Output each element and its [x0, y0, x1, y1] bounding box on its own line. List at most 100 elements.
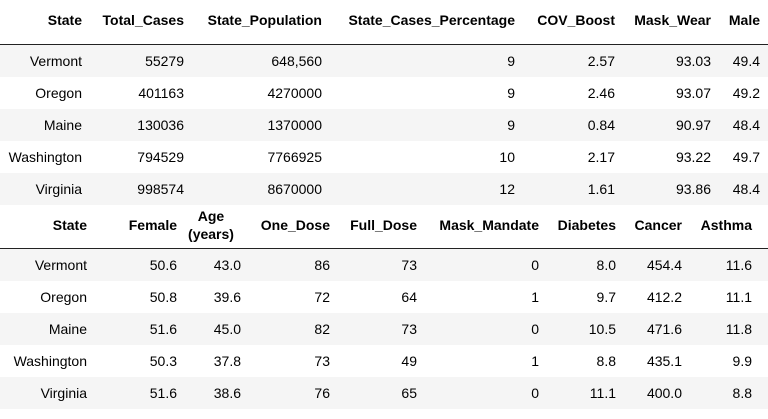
table-cell: 9.7: [596, 289, 616, 305]
row-stripe: [0, 377, 768, 409]
row-stripe: [0, 249, 768, 281]
column-header: Male: [728, 12, 760, 28]
column-header: Diabetes: [557, 217, 616, 233]
column-header: Female: [128, 217, 177, 233]
column-header: Mask_Mandate: [439, 217, 539, 233]
row-label: Maine: [43, 117, 82, 133]
table-cell: 11.1: [725, 289, 752, 305]
table-cell: 48.4: [732, 181, 760, 197]
table-cell: 9: [507, 53, 515, 69]
table-cell: 51.6: [149, 321, 177, 337]
table-cell: 45.0: [213, 321, 241, 337]
table-cell: 471.6: [646, 321, 682, 337]
table-cell: 93.03: [675, 53, 711, 69]
table-cell: 648,560: [271, 53, 322, 69]
table-cell: 48.4: [732, 117, 760, 133]
table-cell: 412.2: [646, 289, 682, 305]
table-cell: 8670000: [267, 181, 322, 197]
table-cell: 76: [314, 385, 330, 401]
table-cell: 4270000: [267, 85, 322, 101]
table-cell: 0: [531, 321, 539, 337]
row-label: Oregon: [40, 289, 87, 305]
table-cell: 9.9: [732, 353, 752, 369]
column-header: Total_Cases: [102, 12, 184, 28]
row-label: Virginia: [40, 385, 87, 401]
table-cell: 50.3: [149, 353, 177, 369]
table-cell: 10.5: [588, 321, 616, 337]
table-cell: 794529: [137, 149, 184, 165]
table-cell: 130036: [137, 117, 184, 133]
table-cell: 50.6: [149, 257, 177, 273]
column-header: State_Cases_Percentage: [348, 12, 515, 28]
table-cell: 49.7: [732, 149, 760, 165]
table-cell: 73: [401, 321, 417, 337]
table-cell: 454.4: [646, 257, 682, 273]
table-cell: 37.8: [213, 353, 241, 369]
table-cell: 11.8: [725, 321, 752, 337]
table-cell: 2.46: [587, 85, 615, 101]
table-cell: 0.84: [587, 117, 615, 133]
column-header: Mask_Wear: [634, 12, 711, 28]
column-header: COV_Boost: [537, 12, 615, 28]
column-header: One_Dose: [260, 217, 330, 233]
table-cell: 10: [499, 149, 515, 165]
row-label: Vermont: [34, 257, 87, 273]
table-cell: 0: [531, 385, 539, 401]
table-cell: 93.22: [675, 149, 711, 165]
table-cell: 43.0: [213, 257, 241, 273]
column-header: Full_Dose: [350, 217, 417, 233]
column-header: Cancer: [634, 217, 682, 233]
row-label: Maine: [48, 321, 87, 337]
table-cell: 8.8: [596, 353, 616, 369]
table-cell: 435.1: [646, 353, 682, 369]
table-cell: 12: [499, 181, 515, 197]
table-cell: 72: [314, 289, 330, 305]
table-cell: 1.61: [587, 181, 615, 197]
table-cell: 86: [314, 257, 330, 273]
table-cell: 73: [314, 353, 330, 369]
table-cell: 73: [401, 257, 417, 273]
table-cell: 9: [507, 85, 515, 101]
column-header: Age (years): [188, 208, 234, 242]
table-cell: 8.8: [732, 385, 752, 401]
row-stripe: [0, 109, 768, 141]
table-cell: 39.6: [213, 289, 241, 305]
table-cell: 1: [531, 353, 539, 369]
table-cell: 50.8: [149, 289, 177, 305]
table-cell: 93.86: [675, 181, 711, 197]
row-stripe: [0, 173, 768, 205]
table-cell: 9: [507, 117, 515, 133]
header-rule: [0, 248, 768, 249]
table-cell: 51.6: [149, 385, 177, 401]
table-cell: 998574: [137, 181, 184, 197]
table-cell: 55279: [145, 53, 184, 69]
table-cell: 49.2: [732, 85, 760, 101]
table-cell: 49: [401, 353, 417, 369]
table-cell: 11.6: [725, 257, 752, 273]
row-label: Oregon: [35, 85, 82, 101]
table-cell: 64: [401, 289, 417, 305]
table-cell: 82: [314, 321, 330, 337]
table-cell: 2.17: [587, 149, 615, 165]
table-cell: 11.1: [589, 385, 616, 401]
header-rule: [0, 44, 768, 45]
row-label: Washington: [13, 353, 87, 369]
table-cell: 1370000: [267, 117, 322, 133]
table-cell: 400.0: [646, 385, 682, 401]
row-label: Virginia: [35, 181, 82, 197]
column-header: State_Population: [207, 12, 322, 28]
table-cell: 93.07: [675, 85, 711, 101]
table-cell: 38.6: [213, 385, 241, 401]
table-cell: 401163: [138, 85, 184, 101]
table-cell: 7766925: [267, 149, 322, 165]
column-header: State: [52, 217, 87, 233]
table-cell: 65: [401, 385, 417, 401]
row-label: Washington: [8, 149, 82, 165]
row-label: Vermont: [29, 53, 82, 69]
table-cell: 49.4: [732, 53, 760, 69]
row-stripe: [0, 45, 768, 77]
column-header: State: [47, 12, 82, 28]
table-cell: 0: [531, 257, 539, 273]
table-cell: 8.0: [596, 257, 616, 273]
